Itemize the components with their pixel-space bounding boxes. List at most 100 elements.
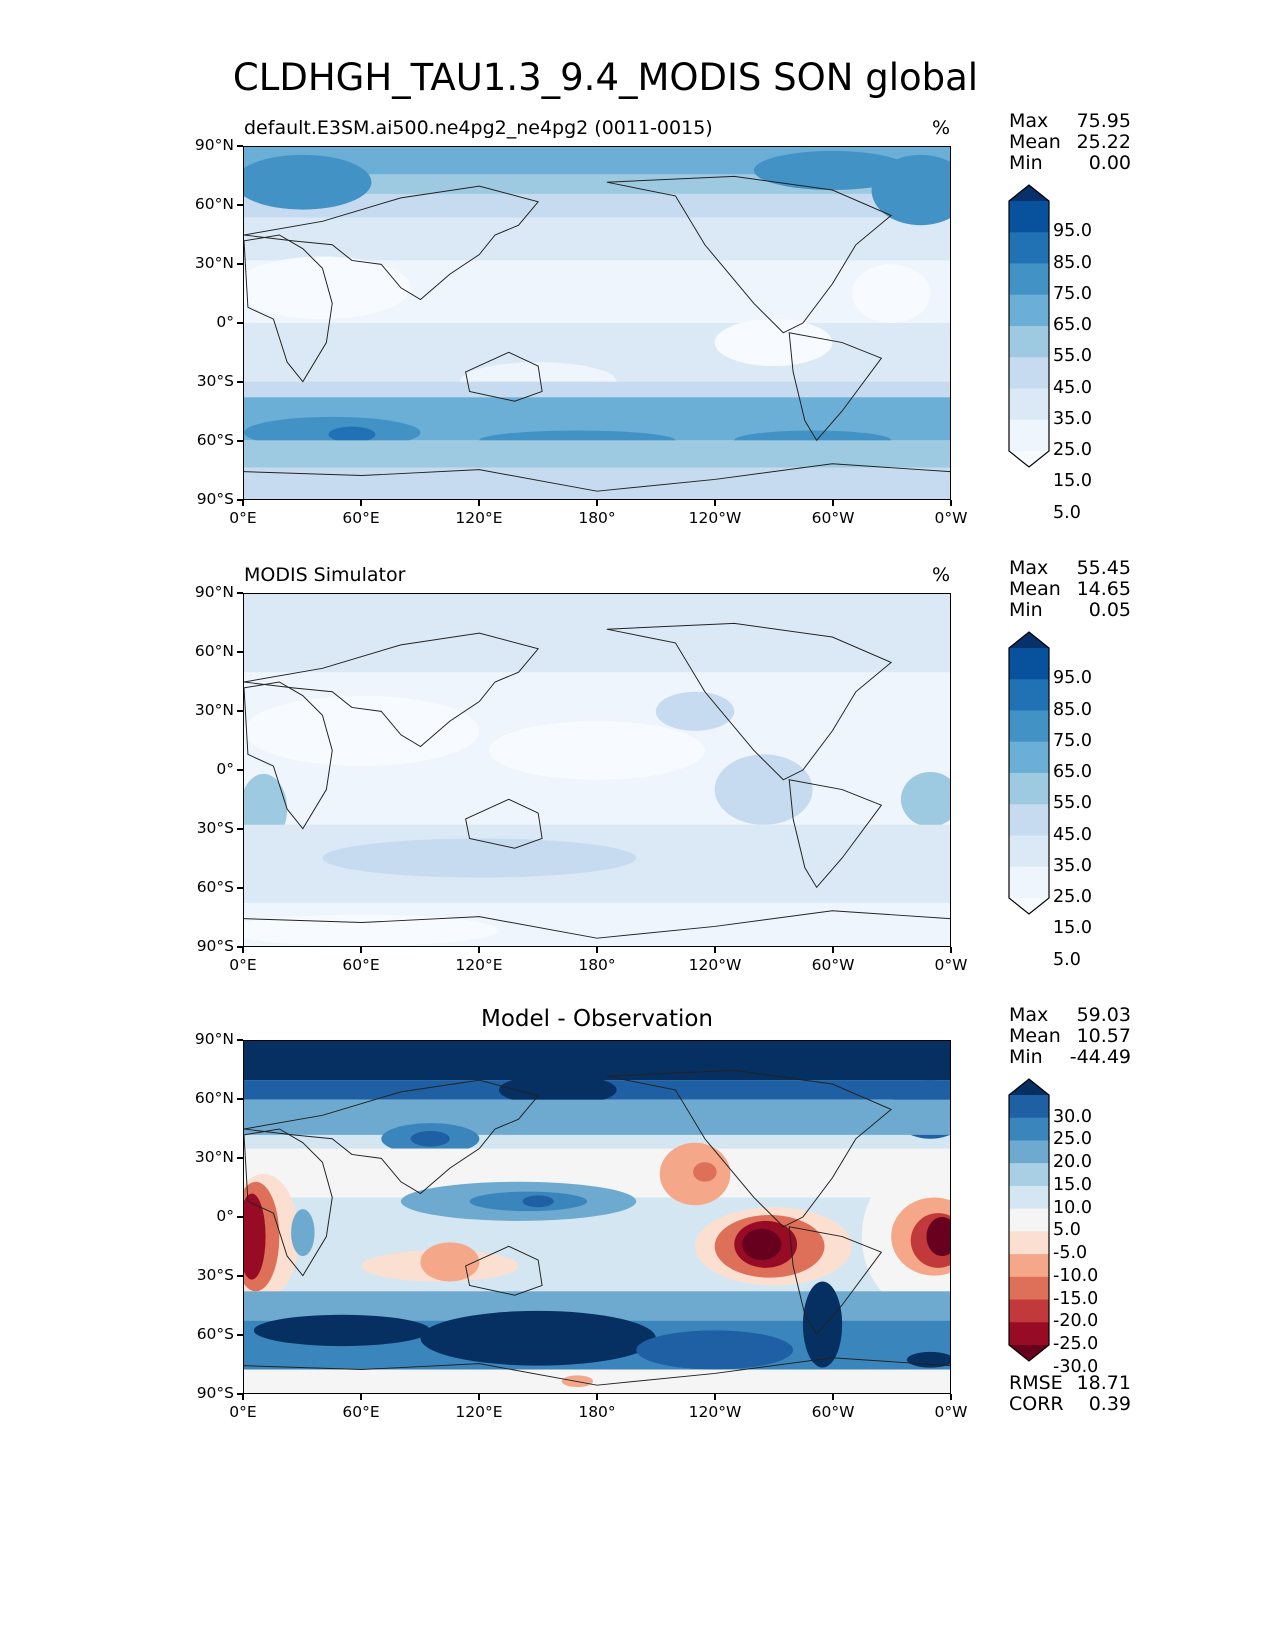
colorbar-segment [1009, 1208, 1049, 1232]
lat-tick-mark [237, 1275, 243, 1277]
stat-row: Mean 14.65 [1009, 579, 1131, 600]
lon-tick-label: 120°E [455, 1403, 503, 1421]
lon-tick-label: 0°E [229, 956, 257, 974]
lon-tick-label: 0°E [229, 509, 257, 527]
panel2-units: % [932, 564, 951, 586]
panel2-colorbar [1008, 631, 1050, 915]
panel2-contour-field [244, 594, 950, 946]
colorbar-segment [1009, 866, 1049, 899]
colorbar-tick-label: -20.0 [1053, 1311, 1099, 1332]
colorbar-segment [1009, 1185, 1049, 1210]
colorbar-outline [1008, 631, 1050, 915]
colorbar-tick-label: -15.0 [1053, 1288, 1099, 1309]
lon-tick-label: 120°W [688, 1403, 742, 1421]
stat-row: Min 0.00 [1009, 153, 1131, 174]
lon-tick-label: 60°W [811, 509, 855, 527]
stat-row: Mean 10.57 [1009, 1026, 1131, 1047]
colorbar-tick-label: 5.0 [1053, 949, 1081, 970]
colorbar-segment [1009, 1140, 1049, 1164]
lat-tick-mark [237, 1039, 243, 1041]
colorbar-segment [1009, 419, 1049, 452]
colorbar-tick-label: 85.0 [1053, 699, 1092, 720]
colorbar-segment [1009, 804, 1049, 836]
lat-tick-label: 60°N [194, 642, 234, 660]
panel1-map [243, 146, 951, 500]
lon-tick-label: 60°W [811, 956, 855, 974]
colorbar-tick-label: 75.0 [1053, 283, 1092, 304]
colorbar-outline [1008, 184, 1050, 468]
colorbar-extend-min [1009, 1345, 1049, 1361]
lat-tick-mark [237, 204, 243, 206]
colorbar-segment [1009, 1254, 1049, 1278]
lat-tick-mark [237, 440, 243, 442]
colorbar-tick-label: 25.0 [1053, 440, 1092, 460]
lon-tick-mark [478, 947, 480, 953]
lon-tick-mark [714, 500, 716, 506]
lon-tick-mark [950, 947, 952, 953]
lat-tick-label: 60°N [194, 195, 234, 213]
colorbar-tick-label: -10.0 [1053, 1265, 1099, 1286]
lat-tick-mark [237, 592, 243, 594]
colorbar-tick-label: 45.0 [1053, 377, 1092, 398]
lat-tick-mark [237, 322, 243, 324]
colorbar-tick-label: 35.0 [1053, 855, 1092, 876]
colorbar-extend-max [1009, 632, 1049, 648]
lon-tick-label: 180° [578, 1403, 616, 1421]
lon-tick-label: 60°E [342, 956, 380, 974]
lat-tick-mark [237, 887, 243, 889]
lon-tick-label: 0°E [229, 1403, 257, 1421]
lat-tick-mark [237, 499, 243, 501]
stat-row: CORR 0.39 [1009, 1394, 1131, 1415]
stat-value: 59.03 [1076, 1004, 1131, 1026]
lon-tick-label: 60°E [342, 509, 380, 527]
lon-tick-label: 0°W [934, 509, 968, 527]
colorbar-tick-label: 95.0 [1053, 221, 1092, 242]
colorbar-tick-label: 25.0 [1053, 887, 1092, 907]
colorbar-tick-label: 45.0 [1053, 824, 1092, 845]
lat-tick-mark [237, 769, 243, 771]
colorbar-tick-label: 15.0 [1053, 1174, 1092, 1195]
colorbar-tick-label: 85.0 [1053, 252, 1092, 273]
lat-tick-label: 30°N [194, 701, 234, 719]
stat-value: 0.00 [1088, 152, 1131, 174]
lat-tick-label: 90°S [196, 490, 234, 508]
panel3-map [243, 1040, 951, 1394]
lat-tick-label: 30°S [196, 819, 234, 837]
lon-tick-mark [714, 1394, 716, 1400]
colorbar-segment [1009, 1322, 1049, 1346]
lat-tick-label: 60°S [196, 878, 234, 896]
panel2-stats: Max 55.45 Mean 14.65 Min 0.05 [1009, 558, 1131, 621]
panel3-stats: Max 59.03 Mean 10.57 Min -44.49 [1009, 1005, 1131, 1068]
stat-value: 75.95 [1076, 110, 1131, 132]
colorbar-tick-label: -5.0 [1053, 1243, 1088, 1264]
lat-tick-mark [237, 710, 243, 712]
stat-value: 10.57 [1076, 1025, 1131, 1047]
lon-tick-mark [596, 947, 598, 953]
colorbar-tick-label: 20.0 [1053, 1152, 1092, 1173]
colorbar-tick-label: 55.0 [1053, 793, 1092, 814]
lon-tick-label: 120°E [455, 509, 503, 527]
lat-tick-mark [237, 381, 243, 383]
colorbar-tick-label: 10.0 [1053, 1197, 1092, 1218]
figure-title: CLDHGH_TAU1.3_9.4_MODIS SON global [232, 56, 979, 99]
stat-row: Max 59.03 [1009, 1005, 1131, 1026]
lat-tick-label: 0° [216, 1207, 234, 1225]
colorbar-tick-label: 5.0 [1053, 1220, 1081, 1241]
colorbar-segment [1009, 710, 1049, 743]
colorbar-extend-max [1009, 185, 1049, 201]
lon-tick-label: 120°E [455, 956, 503, 974]
lon-tick-label: 0°W [934, 956, 968, 974]
lon-tick-mark [360, 947, 362, 953]
colorbar-segment [1009, 1163, 1049, 1187]
panel3-colorbar [1008, 1078, 1050, 1362]
colorbar-segment [1009, 773, 1049, 805]
colorbar-tick-label: 75.0 [1053, 730, 1092, 751]
panel2-map [243, 593, 951, 947]
lat-tick-label: 30°S [196, 372, 234, 390]
colorbar-segment [1009, 1117, 1049, 1141]
colorbar-segment [1009, 357, 1049, 389]
lat-tick-mark [237, 1334, 243, 1336]
lon-tick-mark [832, 1394, 834, 1400]
stat-label: CORR [1009, 1393, 1064, 1415]
lat-tick-label: 90°S [196, 1384, 234, 1402]
